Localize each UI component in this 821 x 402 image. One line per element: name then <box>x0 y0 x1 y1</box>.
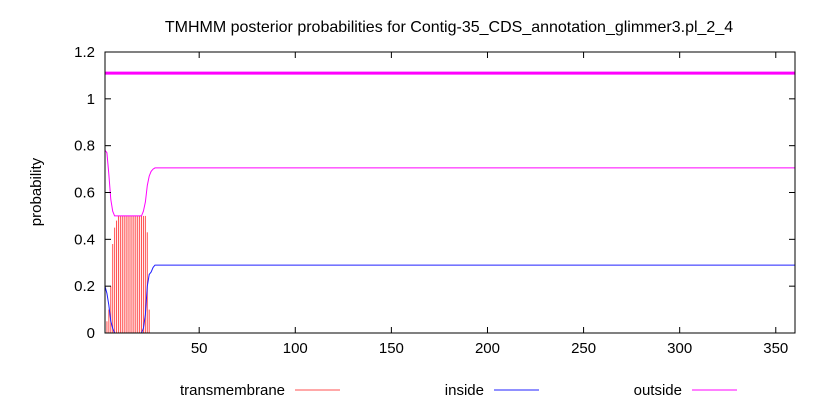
plot-frame <box>104 51 796 334</box>
y-tick-label: 0.4 <box>74 231 95 248</box>
x-tick-label: 150 <box>379 340 404 357</box>
legend-label-transmembrane: transmembrane <box>180 382 285 399</box>
x-tick-label: 350 <box>763 340 788 357</box>
x-tick-label: 300 <box>667 340 692 357</box>
y-tick-label: 0.2 <box>74 278 95 295</box>
legend: transmembrane inside outside <box>180 382 737 399</box>
y-axis-label: probability <box>28 157 45 226</box>
x-tick-label: 50 <box>191 340 208 357</box>
y-tick-label: 0.6 <box>74 185 95 202</box>
x-tick-label: 100 <box>283 340 308 357</box>
chart-title: TMHMM posterior probabilities for Contig… <box>165 19 733 36</box>
series-line-inside <box>104 264 795 334</box>
legend-label-outside: outside <box>634 382 682 399</box>
legend-label-inside: inside <box>445 382 484 399</box>
y-tick-label: 1.2 <box>74 44 95 61</box>
y-tick-label: 1 <box>87 91 95 108</box>
x-tick-label: 200 <box>475 340 500 357</box>
y-axis: 0 0.2 0.4 0.6 0.8 1 1.2 <box>74 44 795 342</box>
x-axis: 50 100 150 200 250 300 350 <box>191 52 788 357</box>
y-tick-label: 0 <box>87 325 95 342</box>
x-tick-label: 250 <box>571 340 596 357</box>
series-layer <box>104 71 795 334</box>
y-tick-label: 0.8 <box>74 138 95 155</box>
series-line-outside <box>104 149 795 217</box>
